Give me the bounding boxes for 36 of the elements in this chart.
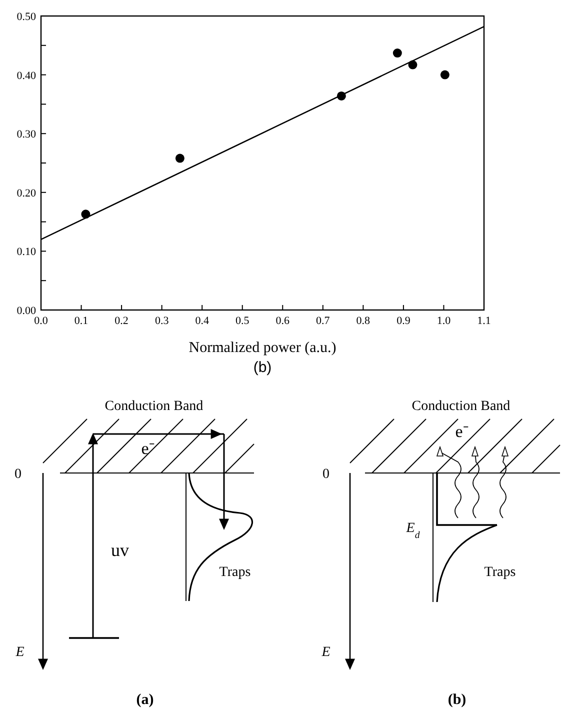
- y-tick-label: 0.30: [16, 128, 36, 141]
- x-tick-label: 0.0: [34, 315, 48, 327]
- text: Conduction Band: [104, 399, 204, 414]
- text: e⁻: [141, 439, 155, 458]
- x-tick-label: 0.2: [114, 315, 128, 327]
- x-tick-label: 0.4: [195, 315, 210, 327]
- x-tick-label: 0.8: [356, 315, 371, 327]
- text: E: [14, 645, 25, 660]
- text: uv: [111, 540, 129, 560]
- x-tick-label: 0.1: [74, 315, 88, 327]
- y-tick-label: 0.40: [16, 70, 36, 82]
- x-tick-label: 0.5: [235, 315, 250, 327]
- y-tick-label: 0.00: [16, 305, 36, 317]
- x-tick-label: 0.3: [154, 315, 170, 327]
- x-tick-label: 1.0: [436, 315, 452, 327]
- text: (b): [448, 692, 466, 708]
- text: e⁻: [455, 422, 469, 441]
- x-tick-label: 0.9: [396, 315, 411, 327]
- y-tick-label: 0.10: [16, 246, 36, 258]
- text: (a): [136, 692, 154, 708]
- x-axis-title: Normalized power (a.u.): [188, 340, 336, 356]
- text: 0: [322, 467, 330, 482]
- point: [440, 70, 450, 80]
- point: [392, 48, 402, 58]
- text: Conduction Band: [412, 399, 510, 414]
- text: E$_{d}$: [405, 521, 420, 540]
- x-tick-label: 1.1: [477, 315, 491, 327]
- x-tick-label: 0.7: [316, 315, 330, 327]
- text: (b): [253, 359, 272, 376]
- point: [175, 154, 184, 163]
- text: Traps: [484, 565, 516, 580]
- y-tick-label: 0.50: [16, 11, 36, 23]
- text: E: [320, 645, 331, 660]
- x-tick-label: 0.6: [276, 315, 290, 327]
- y-tick-label: 0.20: [16, 187, 36, 200]
- text: 0: [14, 467, 22, 482]
